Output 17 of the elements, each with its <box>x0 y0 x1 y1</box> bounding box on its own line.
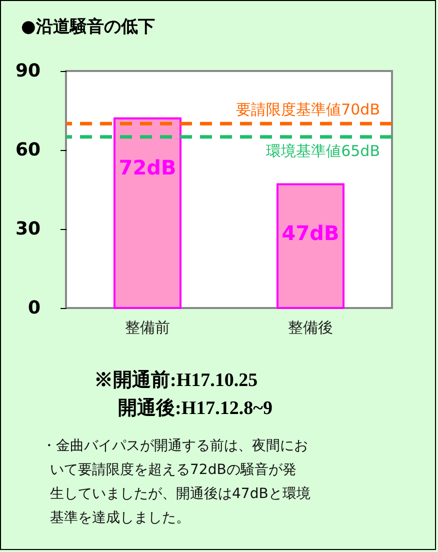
data-label: 72dB <box>118 155 176 180</box>
y-tick-label: 90 <box>15 60 40 82</box>
text: 生していましたが、開通後は47dBと環境 <box>50 486 310 502</box>
text: いて要請限度を超える72dBの騒音が発 <box>50 462 296 478</box>
chart-title: ●沿道騒音の低下 <box>21 17 155 37</box>
x-tick-label: 整備後 <box>288 318 333 336</box>
y-tick-label: 30 <box>15 218 40 240</box>
y-tick-label: 0 <box>28 298 40 318</box>
text: ・金曲バイパスが開通する前は、夜間にお <box>42 438 308 454</box>
ref-line-label: 環境基準値65dB <box>266 142 380 160</box>
data-label: 47dB <box>282 221 340 246</box>
ref-line-label: 要請限度基準値70dB <box>236 100 380 119</box>
text: 基準を達成しました。 <box>50 510 190 526</box>
text: 開通後:H17.12.8~9 <box>118 397 272 419</box>
y-tick-label: 60 <box>15 140 40 160</box>
text: ※開通前:H17.10.25 <box>94 369 258 391</box>
x-tick-label: 整備前 <box>125 318 170 336</box>
